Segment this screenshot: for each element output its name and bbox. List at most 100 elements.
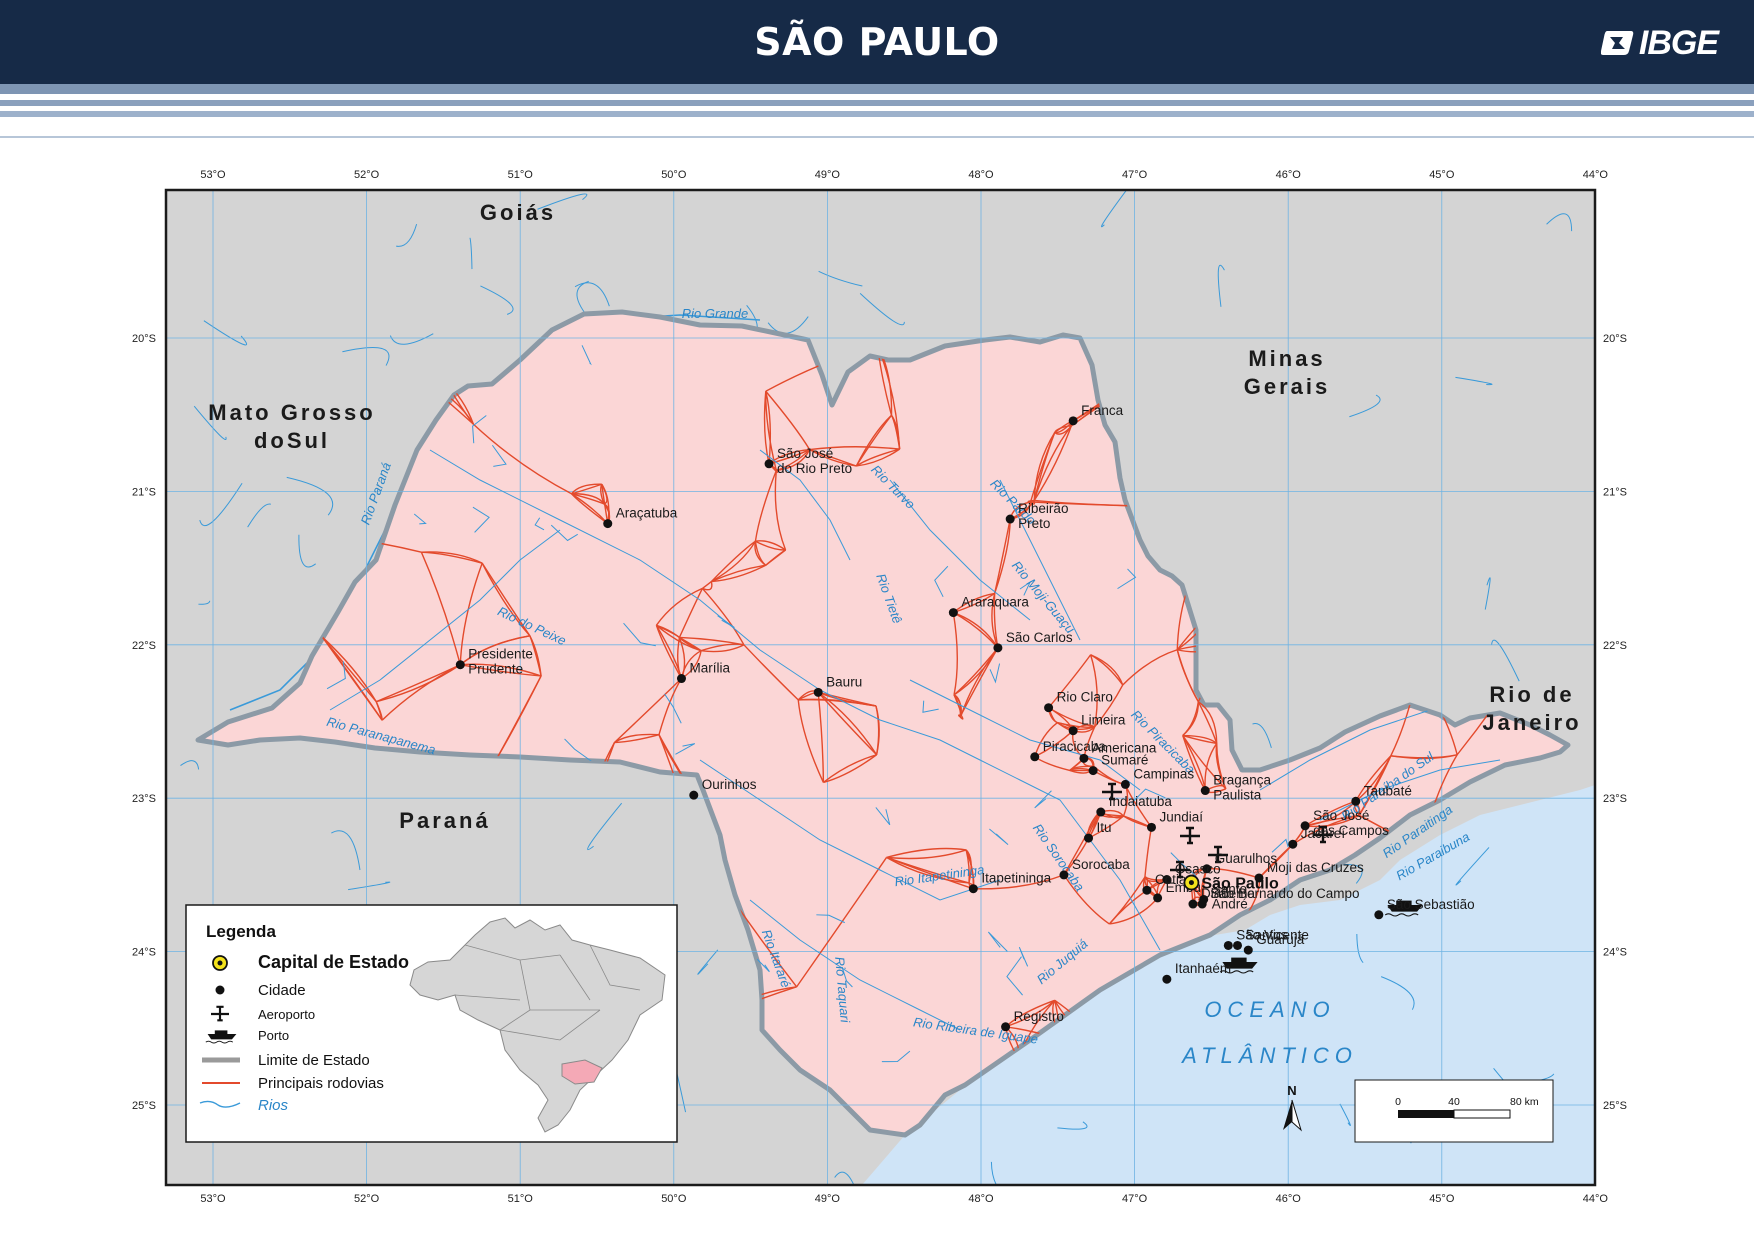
- road-segment: [952, 612, 958, 696]
- road-segment: [953, 611, 999, 649]
- city-label-line: André: [1212, 896, 1248, 911]
- city-label-line: Piracicaba: [1043, 739, 1107, 754]
- city-label: Bragança Paulista: [1213, 773, 1271, 803]
- road-segment: [755, 540, 786, 551]
- scale-bar-box: 0 40 80 km: [1354, 1079, 1554, 1143]
- river-line: [429, 449, 1161, 951]
- longitude-label: 44°O: [1583, 169, 1609, 181]
- road-segment: [702, 581, 713, 591]
- stream-line: [1034, 790, 1052, 809]
- stream-line: [1019, 580, 1032, 596]
- stream-line: [342, 347, 390, 366]
- stream-line: [550, 524, 578, 542]
- city-label-line: Paulista: [1213, 788, 1262, 803]
- brazil-state-line: [454, 994, 521, 1001]
- latitude-label: 21°S: [132, 486, 156, 498]
- port-icon: [1219, 957, 1258, 974]
- port-icon: [205, 1030, 237, 1044]
- road-segment: [570, 483, 602, 495]
- city-label-line: Sorocaba: [1072, 857, 1130, 872]
- north-label: N: [1287, 1083, 1296, 1098]
- road-segment: [495, 675, 542, 761]
- latitude-label: 24°S: [1603, 947, 1627, 959]
- header-stripe: [0, 100, 1754, 106]
- city-marker: [1300, 821, 1310, 831]
- stream-line: [491, 444, 507, 467]
- river-line: [759, 449, 851, 561]
- stream-line: [841, 967, 853, 988]
- city-marker: [1223, 940, 1233, 950]
- road-segment: [711, 540, 757, 583]
- road-segment: [953, 647, 999, 696]
- longitude-label: 50°O: [661, 169, 687, 181]
- latitude-label: 20°S: [132, 333, 156, 345]
- city-label: Santo André: [1212, 881, 1248, 911]
- road-segment: [571, 493, 605, 505]
- stream-line: [1018, 946, 1029, 967]
- road-segment: [817, 692, 825, 783]
- city-label: Araraquara: [961, 595, 1029, 610]
- road-segment: [1090, 654, 1124, 686]
- longitude-label: 53°O: [200, 169, 226, 181]
- stream-line: [1131, 788, 1166, 804]
- road-segment: [886, 849, 967, 860]
- stream-line: [987, 931, 1008, 952]
- stream-line: [286, 476, 334, 516]
- port-icon: [1384, 900, 1423, 917]
- stream-line: [834, 1171, 855, 1185]
- road-segment: [601, 483, 608, 505]
- city-label-line: Franca: [1081, 403, 1124, 418]
- river-line: [699, 759, 1001, 901]
- legend-title: Legenda: [206, 922, 276, 941]
- city-label: Moji das Cruzes: [1267, 860, 1364, 875]
- road-segment: [678, 588, 704, 638]
- city-label: Diadema: [1201, 886, 1256, 901]
- city-label: Ourinhos: [702, 777, 757, 792]
- scale-tick-label: 80 km: [1510, 1096, 1539, 1108]
- road-segment: [855, 414, 893, 467]
- city-label-line: Jacareí: [1301, 826, 1346, 841]
- city-marker: [1005, 514, 1015, 524]
- city-marker: [1030, 752, 1040, 762]
- scale-tick-label: 0: [1395, 1096, 1401, 1108]
- stream-line: [717, 615, 735, 628]
- city-label: Indaiatuba: [1109, 794, 1173, 809]
- road-segment: [765, 390, 811, 450]
- road-segment: [571, 493, 605, 505]
- stream-line: [1455, 847, 1490, 886]
- river-label: Rio Taquari: [832, 956, 853, 1024]
- stream-line: [1455, 376, 1493, 386]
- stream-line: [180, 760, 200, 770]
- river-line: [909, 679, 1141, 791]
- road-segment: [993, 519, 1011, 594]
- city-label: Registro: [1014, 1009, 1064, 1024]
- road-segment: [711, 564, 766, 583]
- road-segment: [855, 448, 900, 467]
- road-segment: [765, 391, 777, 471]
- stream-line: [534, 517, 545, 531]
- road-segment: [890, 414, 901, 450]
- ocean-label: ATLÂNTICO: [1180, 1043, 1358, 1068]
- city-symbol-icon: [215, 985, 225, 995]
- city-marker: [1088, 766, 1098, 776]
- road-segment: [460, 663, 542, 677]
- city-label-line: São Sebastião: [1387, 897, 1475, 912]
- river-line: [889, 479, 1031, 621]
- stream-line: [934, 565, 949, 598]
- city-label: Bauru: [826, 674, 862, 689]
- city-marker: [1068, 726, 1078, 736]
- road-segment: [570, 493, 609, 525]
- ibge-logo: IBGE: [1600, 24, 1719, 62]
- road-segment: [700, 644, 745, 653]
- stream-line: [331, 830, 361, 871]
- road-segment: [743, 644, 799, 701]
- city-label: São Vicente: [1236, 927, 1309, 942]
- road-segment: [1094, 684, 1124, 728]
- longitude-label: 47°O: [1122, 169, 1148, 181]
- road-segment: [1048, 654, 1092, 709]
- stream-line: [1252, 722, 1272, 749]
- neighbor-state-label: Goiás: [480, 200, 556, 225]
- stream-line: [469, 237, 473, 270]
- legend-item-label: Porto: [258, 1028, 289, 1043]
